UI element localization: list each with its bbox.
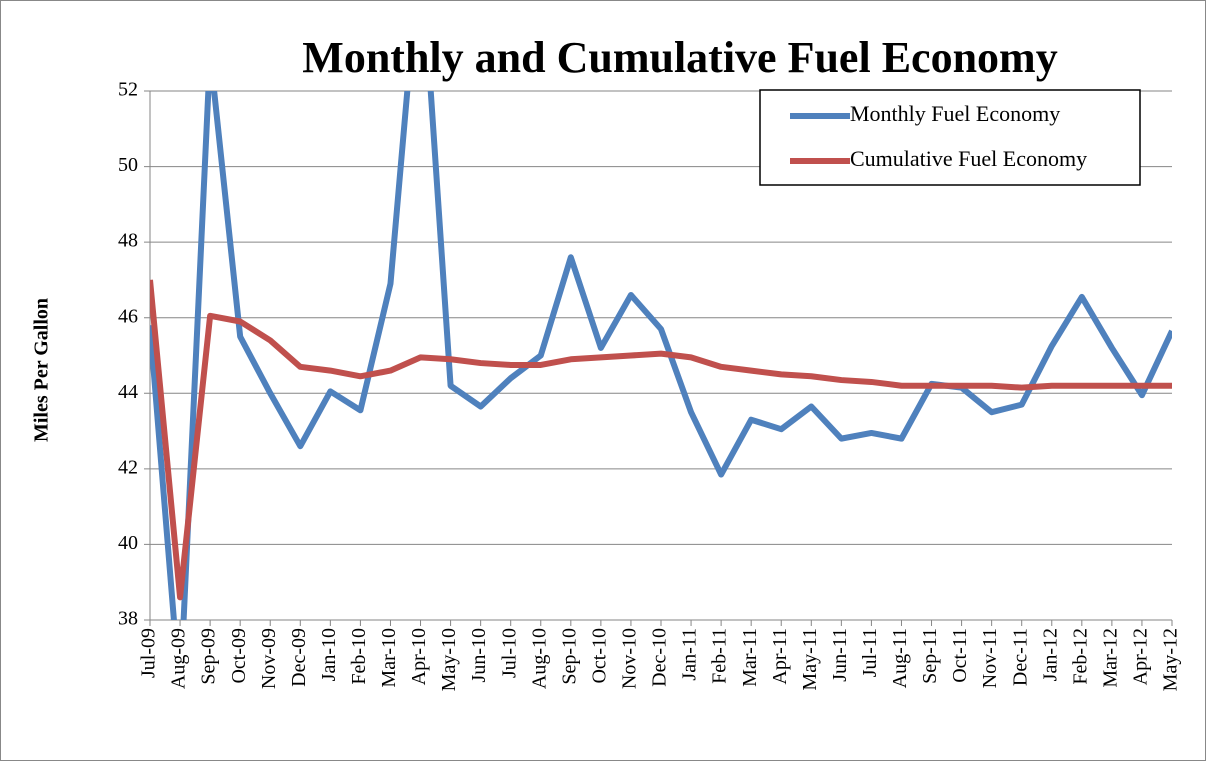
x-tick-label: Nov-09: [258, 628, 280, 689]
x-tick-label: Oct-09: [228, 628, 250, 684]
x-tick-label: Sep-09: [198, 628, 220, 685]
x-tick-label: Jun-11: [829, 628, 851, 682]
x-tick-label: Feb-11: [709, 628, 731, 684]
x-tick-label: Jan-11: [679, 628, 701, 681]
x-tick-label: Nov-10: [619, 628, 641, 689]
x-tick-label: Jan-10: [318, 628, 340, 681]
x-tick-label: May-10: [438, 628, 460, 691]
x-tick-label: Apr-12: [1130, 628, 1152, 685]
x-tick-label: May-12: [1160, 628, 1182, 691]
x-tick-label: Apr-11: [769, 628, 791, 685]
x-tick-label: Feb-12: [1069, 628, 1091, 685]
y-tick-label: 44: [118, 381, 138, 403]
x-tick-label: Jul-11: [859, 628, 881, 677]
x-tick-label: Aug-11: [889, 628, 911, 688]
series-line: [150, 279, 1172, 601]
x-tick-label: Jul-09: [138, 628, 160, 678]
x-tick-label: Jan-12: [1039, 628, 1061, 681]
x-tick-label: Aug-09: [168, 628, 190, 689]
y-tick-label: 38: [118, 608, 138, 630]
legend-label: Cumulative Fuel Economy: [850, 146, 1087, 171]
x-tick-label: Jun-10: [468, 628, 490, 682]
y-tick-label: 40: [118, 532, 138, 554]
plot: [150, 91, 1172, 620]
x-tick-label: Mar-12: [1099, 628, 1121, 688]
x-tick-label: Mar-10: [378, 628, 400, 688]
y-axis-label: Miles Per Gallon: [31, 298, 53, 442]
y-tick-label: 46: [118, 305, 138, 327]
x-tick-label: Feb-10: [348, 628, 370, 685]
y-tick-label: 52: [118, 79, 138, 101]
x-tick-label: Mar-11: [739, 628, 761, 687]
legend-box: [759, 89, 1141, 186]
legend-label: Monthly Fuel Economy: [850, 101, 1060, 126]
x-tick-label: Oct-10: [588, 628, 610, 684]
x-tick-label: Dec-09: [288, 628, 310, 687]
x-tick-label: Nov-11: [979, 628, 1001, 688]
x-tick-label: Oct-11: [949, 628, 971, 683]
chart-title: Monthly and Cumulative Fuel Economy: [302, 33, 1057, 82]
series-line: [150, 91, 1172, 620]
x-tick-label: May-11: [799, 628, 821, 691]
y-tick-label: 50: [118, 154, 138, 176]
x-tick-label: Dec-11: [1009, 628, 1031, 686]
x-tick-label: Apr-10: [408, 628, 430, 685]
y-tick-label: 42: [118, 456, 138, 478]
x-tick-label: Sep-11: [919, 628, 941, 684]
x-tick-label: Dec-10: [649, 628, 671, 687]
x-tick-label: Aug-10: [528, 628, 550, 689]
y-tick-label: 48: [118, 230, 138, 252]
x-tick-label: Sep-10: [558, 628, 580, 685]
x-tick-label: Jul-10: [498, 628, 520, 678]
